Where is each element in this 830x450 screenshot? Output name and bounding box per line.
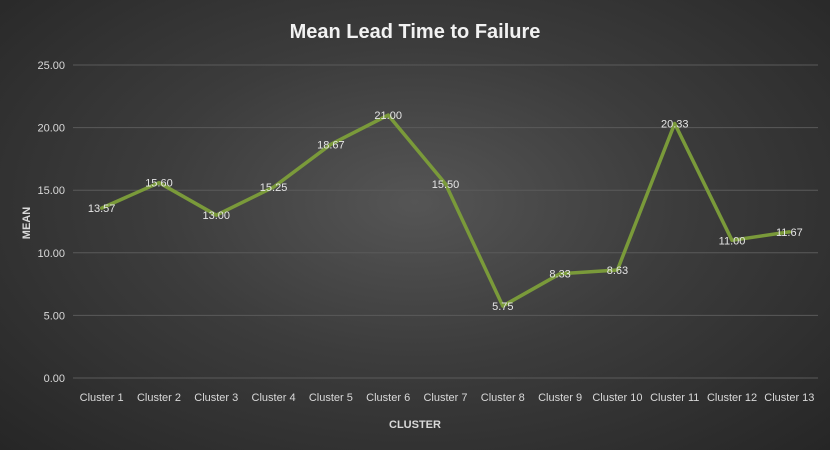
data-label: 11.67 bbox=[776, 227, 803, 239]
y-tick-label: 5.00 bbox=[44, 310, 65, 322]
x-tick-label: Cluster 9 bbox=[538, 392, 582, 404]
data-labels: 13.57 15.60 13.00 15.25 18.67 21.00 15.50 5.75 8… bbox=[88, 110, 803, 313]
data-label: 15.50 bbox=[432, 179, 460, 191]
data-label: 15.60 bbox=[145, 178, 173, 190]
data-label: 13.57 bbox=[88, 203, 116, 215]
y-axis-title: MEAN bbox=[21, 207, 33, 239]
data-label: 20.33 bbox=[661, 118, 689, 130]
chart-title: Mean Lead Time to Failure bbox=[290, 21, 541, 43]
data-label: 13.00 bbox=[203, 210, 231, 222]
data-label: 8.63 bbox=[607, 265, 628, 277]
x-tick-label: Cluster 3 bbox=[194, 392, 238, 404]
data-label: 11.00 bbox=[719, 235, 746, 247]
y-tick-label: 10.00 bbox=[37, 248, 65, 260]
y-axis-ticks: 0.00 5.00 10.00 15.00 20.00 25.00 bbox=[37, 60, 65, 385]
x-tick-label: Cluster 6 bbox=[366, 392, 410, 404]
x-axis-ticks: Cluster 1 Cluster 2 Cluster 3 Cluster 4 Clus… bbox=[80, 392, 815, 404]
data-label: 21.00 bbox=[374, 110, 402, 122]
x-tick-label: Cluster 13 bbox=[764, 392, 814, 404]
grid-lines bbox=[73, 64, 818, 379]
data-label: 5.75 bbox=[492, 301, 513, 313]
x-tick-label: Cluster 1 bbox=[80, 392, 124, 404]
y-tick-label: 15.00 bbox=[37, 185, 65, 197]
x-tick-label: Cluster 7 bbox=[423, 392, 467, 404]
data-label: 15.25 bbox=[260, 182, 288, 194]
x-axis-title: CLUSTER bbox=[389, 419, 441, 431]
x-tick-label: Cluster 2 bbox=[137, 392, 181, 404]
x-tick-label: Cluster 8 bbox=[481, 392, 525, 404]
y-tick-label: 25.00 bbox=[37, 60, 65, 72]
x-tick-label: Cluster 5 bbox=[309, 392, 353, 404]
series-line bbox=[99, 113, 792, 308]
x-tick-label: Cluster 4 bbox=[252, 392, 296, 404]
data-label: 8.33 bbox=[549, 269, 570, 281]
x-tick-label: Cluster 11 bbox=[650, 392, 699, 404]
x-tick-label: Cluster 12 bbox=[707, 392, 757, 404]
y-tick-label: 0.00 bbox=[44, 373, 65, 385]
y-tick-label: 20.00 bbox=[37, 123, 65, 135]
x-tick-label: Cluster 10 bbox=[592, 392, 642, 404]
data-label: 18.67 bbox=[317, 139, 345, 151]
